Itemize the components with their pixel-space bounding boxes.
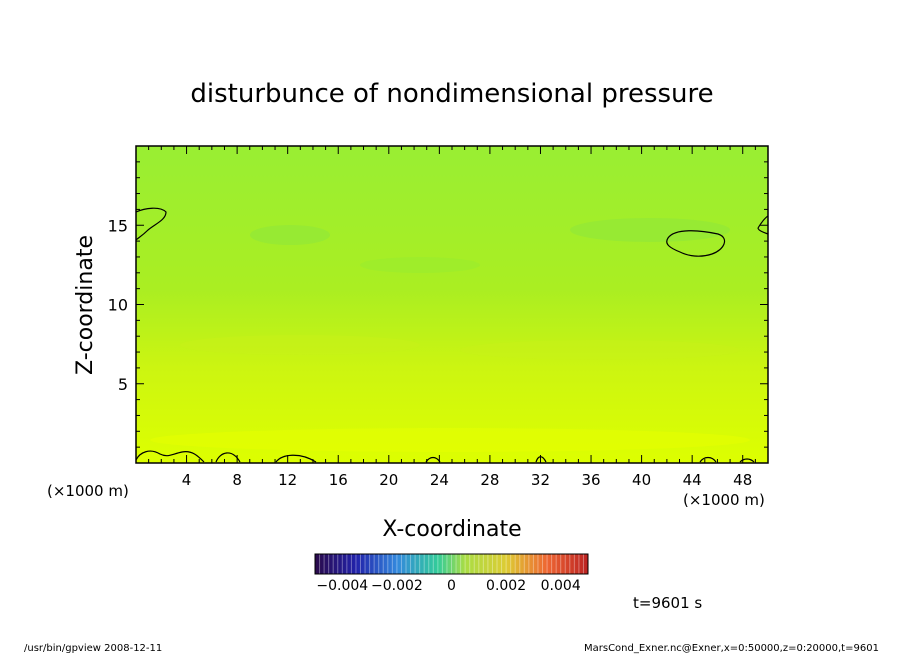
contour-line [135,450,205,463]
x-tick-label: 48 [733,471,752,489]
contour-line [666,230,726,257]
footer-right: MarsCond_Exner.nc@Exner,x=0:50000,z=0:20… [584,643,879,654]
x-tick-label: 20 [379,471,398,489]
contour-line [699,456,717,463]
y-tick-label: 15 [108,216,128,235]
time-label: t=9601 s [633,594,702,612]
y-tick-label: 10 [108,296,128,315]
colorbar-stripes [319,554,584,574]
colorbar [315,554,588,574]
x-tick-label: 8 [232,471,242,489]
field-patch [360,257,480,273]
x-tick-label: 32 [531,471,550,489]
field-patch [250,225,330,245]
footer-left: /usr/bin/gpview 2008-12-11 [24,643,162,654]
field-patch [570,218,730,242]
field-patch [180,335,420,355]
colorbar-tick-label: 0.004 [541,578,581,594]
x-tick-label: 16 [329,471,348,489]
field-patch [150,428,750,452]
x-tick-label: 44 [683,471,702,489]
field-patch [460,340,740,360]
x-tick-label: 40 [632,471,651,489]
y-tick-label: 5 [118,375,128,394]
x-axis: 4 8 12 16 20 24 28 32 36 40 44 48 [135,146,769,489]
x-tick-label: 28 [480,471,499,489]
contour-line [739,458,755,463]
contour-line [215,452,241,463]
x-tick-label: 4 [182,471,192,489]
chart-title: disturbunce of nondimensional pressure [190,79,713,109]
colorbar-tick-label: −0.002 [371,578,423,594]
x-tick-label: 24 [430,471,449,489]
y-axis-title: Z-coordinate [73,235,98,375]
field-background [136,146,768,463]
contour-lines [135,207,769,463]
colorbar-ticks: −0.004 −0.002 0 0.002 0.004 [316,578,580,594]
x-unit-label: (×1000 m) [47,482,129,500]
y-axis: 5 10 15 [108,145,768,464]
colorbar-tick-label: −0.004 [316,578,368,594]
contour-line [275,454,317,463]
contour-line [135,207,167,241]
x-tick-label: 36 [581,471,600,489]
colorbar-tick-label: 0 [447,578,456,594]
colorbar-tick-label: 0.002 [486,578,526,594]
colorbar-frame [314,553,589,575]
x-tick-label: 12 [278,471,297,489]
x-axis-title: X-coordinate [382,517,521,542]
x-unit-label-right: (×1000 m) [683,491,765,509]
